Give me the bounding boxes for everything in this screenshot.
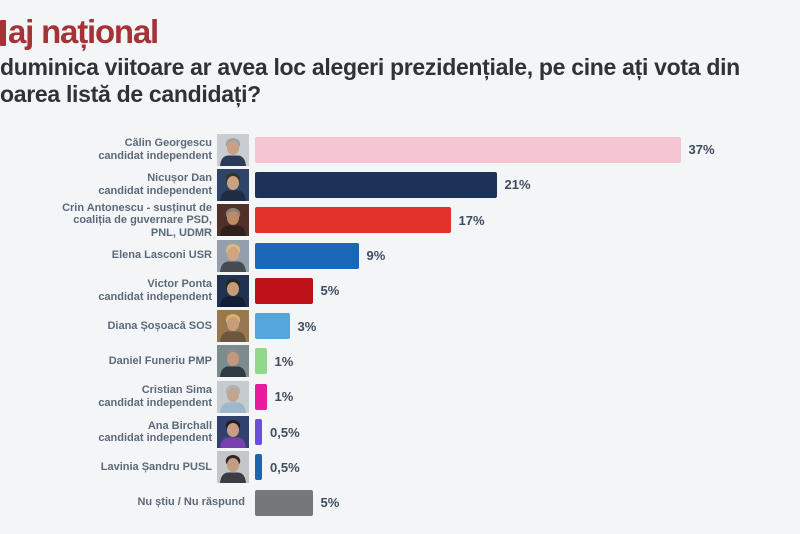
result-bar — [255, 207, 451, 234]
chart-row: Daniel Funeriu PMP 1% — [0, 344, 800, 379]
survey-question-line2: oarea listă de candidați? — [0, 81, 261, 107]
chart-row: Ana Birchall candidat independent 0,5% — [0, 414, 800, 449]
candidate-photo — [217, 274, 249, 307]
candidate-label: Victor Ponta candidat independent — [98, 278, 212, 303]
result-bar — [255, 419, 262, 446]
result-bar — [255, 277, 313, 304]
chart-row: Crin Antonescu - susținut de coaliția de … — [0, 201, 800, 239]
person-portrait — [217, 274, 249, 307]
candidate-label: Lavinia Șandru PUSL — [100, 461, 212, 474]
person-portrait — [217, 451, 249, 484]
chart-row: Elena Lasconi USR 9% — [0, 238, 800, 273]
percent-label: 9% — [366, 248, 386, 264]
candidate-label: Daniel Funeriu PMP — [108, 355, 212, 368]
percent-label: 1% — [274, 353, 294, 369]
result-bar — [255, 171, 497, 198]
candidate-photo — [217, 168, 249, 201]
candidate-photo — [217, 345, 249, 378]
percent-label: 37% — [688, 142, 715, 158]
percent-label: 1% — [274, 389, 294, 405]
survey-question: duminica viitoare ar avea loc alegeri pr… — [0, 54, 740, 108]
candidate-label: Crin Antonescu - susținut de coaliția de … — [62, 201, 212, 239]
candidate-photo — [217, 310, 249, 343]
person-portrait — [217, 168, 249, 201]
candidate-photo — [217, 133, 249, 166]
chart-row: Cristian Sima candidat independent 1% — [0, 379, 800, 414]
percent-label: 5% — [320, 495, 340, 511]
candidate-label: Ana Birchall candidat independent — [98, 419, 212, 445]
candidate-photo — [217, 416, 249, 449]
chart-row: Diana Șoșoacă SOS 3% — [0, 308, 800, 343]
candidate-label: Elena Lasconi USR — [111, 249, 212, 262]
candidate-photo — [217, 451, 249, 484]
percent-label: 5% — [320, 283, 340, 299]
chart-row: Victor Ponta candidat independent 5% — [0, 273, 800, 308]
page-title: aj național — [8, 13, 159, 50]
result-bar — [255, 383, 267, 410]
chart-row: Călin Georgescu candidat independent 37% — [0, 132, 800, 167]
person-portrait — [217, 416, 249, 449]
survey-question-line1: duminica viitoare ar avea loc alegeri pr… — [0, 54, 740, 80]
candidate-label: Nu știu / Nu răspund — [137, 496, 245, 509]
candidate-label: Diana Șoșoacă SOS — [107, 319, 212, 332]
person-portrait — [217, 380, 249, 413]
person-portrait — [217, 310, 249, 343]
chart-row: Nu știu / Nu răspund 5% — [0, 485, 800, 520]
result-bar — [255, 454, 262, 481]
result-bar — [255, 242, 359, 269]
candidate-photo — [217, 239, 249, 272]
person-portrait — [217, 239, 249, 272]
person-portrait — [217, 133, 249, 166]
percent-label: 0,5% — [270, 424, 300, 440]
candidate-photo — [217, 380, 249, 413]
percent-label: 21% — [504, 177, 531, 193]
cropped-letter-stem — [0, 20, 6, 46]
candidate-label: Cristian Sima candidat independent — [98, 384, 212, 409]
candidate-label: Călin Georgescu candidat independent — [98, 137, 212, 162]
chart-row: Nicușor Dan candidat independent 21% — [0, 167, 800, 202]
chart-row: Lavinia Șandru PUSL 0,5% — [0, 450, 800, 485]
percent-label: 17% — [458, 212, 485, 228]
result-bar — [255, 313, 290, 340]
person-portrait — [217, 204, 249, 237]
candidate-label: Nicușor Dan candidat independent — [98, 172, 212, 197]
person-portrait — [217, 345, 249, 378]
percent-label: 0,5% — [270, 459, 300, 475]
candidate-photo — [217, 204, 249, 237]
result-bar — [255, 348, 267, 375]
result-bar — [255, 489, 313, 516]
result-bar — [255, 136, 681, 163]
percent-label: 3% — [297, 318, 317, 334]
poll-bar-chart: Călin Georgescu candidat independent 37% Ni… — [0, 132, 800, 520]
